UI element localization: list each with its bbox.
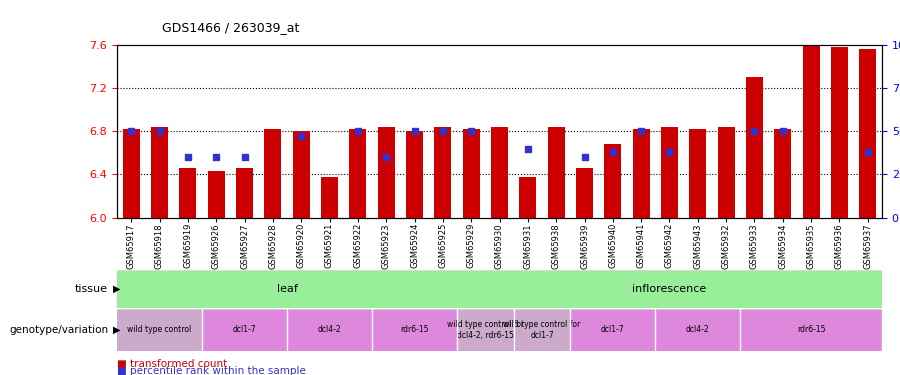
Text: dcl4-2: dcl4-2 — [686, 326, 709, 334]
Bar — [860, 50, 877, 217]
Bar — [378, 127, 395, 218]
Text: wild type control for
dcl1-7: wild type control for dcl1-7 — [503, 320, 580, 340]
Bar — [349, 129, 366, 218]
Text: ■ transformed count: ■ transformed count — [117, 359, 227, 369]
Bar — [514, 310, 571, 350]
Text: dcl1-7: dcl1-7 — [601, 326, 625, 334]
Text: ▶: ▶ — [112, 325, 120, 335]
Bar — [717, 127, 734, 218]
Bar — [576, 168, 593, 217]
Bar — [571, 310, 655, 350]
Text: tissue: tissue — [75, 284, 108, 294]
Bar — [746, 77, 763, 218]
Bar — [463, 129, 480, 218]
Text: inflorescence: inflorescence — [633, 284, 706, 294]
Bar — [803, 45, 820, 218]
Bar — [457, 310, 514, 350]
Bar — [151, 127, 168, 218]
Bar — [179, 168, 196, 217]
Text: rdr6-15: rdr6-15 — [796, 326, 825, 334]
Bar — [831, 47, 848, 217]
Bar — [774, 129, 791, 218]
Bar — [519, 177, 536, 218]
Bar — [208, 171, 225, 217]
Bar — [491, 127, 508, 218]
Bar — [435, 127, 451, 218]
Bar — [548, 127, 564, 218]
Bar — [117, 271, 457, 307]
Bar — [457, 271, 882, 307]
Text: ▶: ▶ — [112, 284, 120, 294]
Bar — [633, 129, 650, 218]
Bar — [689, 129, 706, 218]
Text: genotype/variation: genotype/variation — [9, 325, 108, 335]
Bar — [372, 310, 457, 350]
Text: wild type control: wild type control — [128, 326, 192, 334]
Bar — [117, 310, 202, 350]
Bar — [321, 177, 338, 218]
Bar — [236, 168, 253, 217]
Text: leaf: leaf — [276, 284, 297, 294]
Bar — [655, 310, 741, 350]
Text: ■ percentile rank within the sample: ■ percentile rank within the sample — [117, 366, 306, 375]
Bar — [661, 127, 678, 218]
Text: dcl1-7: dcl1-7 — [233, 326, 256, 334]
Bar — [604, 144, 621, 218]
Bar — [741, 310, 882, 350]
Bar — [265, 129, 282, 218]
Bar — [287, 310, 372, 350]
Bar — [202, 310, 287, 350]
Text: GDS1466 / 263039_at: GDS1466 / 263039_at — [162, 21, 300, 34]
Text: rdr6-15: rdr6-15 — [400, 326, 428, 334]
Text: dcl4-2: dcl4-2 — [318, 326, 341, 334]
Text: wild type control for
dcl4-2, rdr6-15: wild type control for dcl4-2, rdr6-15 — [446, 320, 524, 340]
Bar — [406, 131, 423, 218]
Bar — [122, 129, 140, 218]
Bar — [292, 131, 310, 218]
